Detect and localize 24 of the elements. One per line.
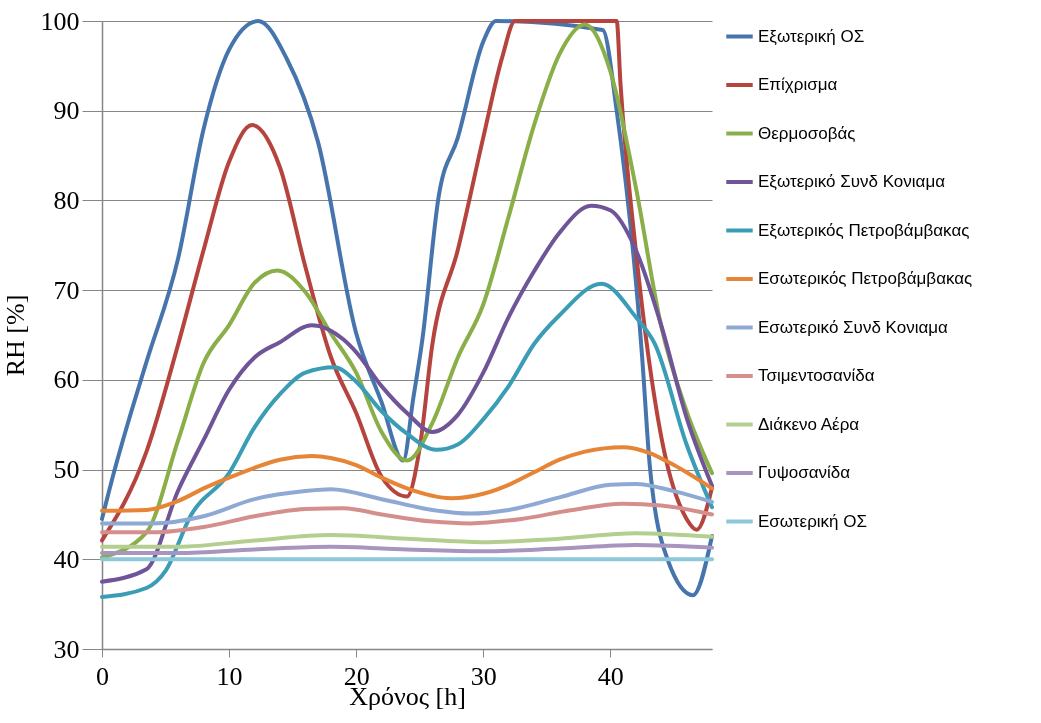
legend-label: Διάκενο Αέρα xyxy=(758,414,860,434)
legend-label: Επίχρισμα xyxy=(758,75,838,94)
y-tick-label: 100 xyxy=(40,6,80,36)
legend-label: Εσωτερικός Πετροβάμβακας xyxy=(758,269,973,288)
y-axis-title: RH [%] xyxy=(0,294,30,377)
legend-label: Τσιμεντοσανίδα xyxy=(758,366,875,385)
y-tick-label: 90 xyxy=(53,96,80,126)
x-tick-label: 0 xyxy=(96,661,109,691)
legend-label: Εξωτερική ΟΣ xyxy=(758,26,865,46)
y-tick-label: 40 xyxy=(53,544,80,574)
legend-label: Γυψοσανίδα xyxy=(758,463,851,482)
y-tick-label: 80 xyxy=(53,185,80,215)
y-tick-label: 50 xyxy=(53,455,80,485)
legend-label: Εξωτερικό Συνδ Κονιαμα xyxy=(758,172,946,191)
y-tick-label: 60 xyxy=(53,365,80,395)
legend-label: Εσωτερικό Συνδ Κονιαμα xyxy=(758,317,949,337)
x-tick-label: 40 xyxy=(597,661,624,691)
x-tick-label: 10 xyxy=(216,661,243,691)
y-tick-label: 30 xyxy=(53,634,80,664)
y-tick-label: 70 xyxy=(53,275,80,305)
legend-label: Εξωτερικός Πετροβάμβακας xyxy=(758,220,970,240)
legend-label: Εσωτερική ΟΣ xyxy=(758,511,868,531)
legend-label: Θερμοσοβάς xyxy=(758,123,856,143)
x-tick-label: 30 xyxy=(470,661,497,691)
